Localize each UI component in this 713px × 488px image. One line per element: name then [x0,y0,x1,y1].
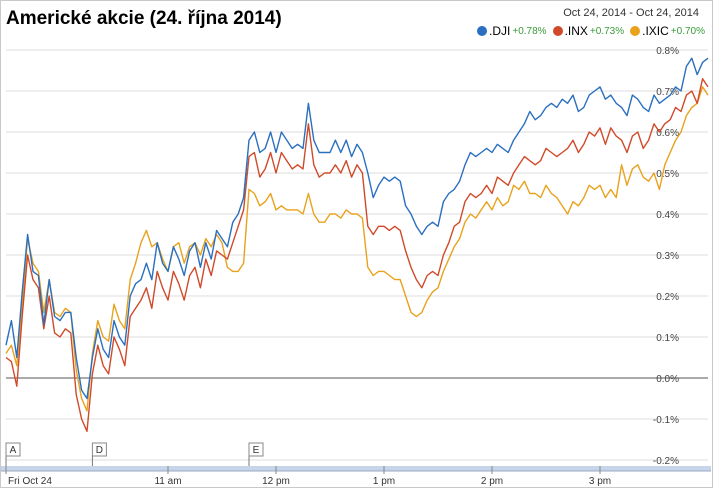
series-line-ixic [5,86,709,412]
legend-name-inx: .INX [564,24,588,38]
y-tick-label: 0.6% [656,128,679,139]
y-tick-label: 0.8% [656,46,679,57]
legend-change-ixic: +0.70% [670,25,705,37]
legend-dot-ixic [630,26,641,36]
series-line-dji [5,57,709,400]
flag-label: A [10,445,17,456]
flag-e [248,442,264,457]
x-tick-label: 11 am [154,476,181,487]
x-tick-label: Fri Oct 24 [8,476,52,487]
flag-label: E [253,445,260,456]
flag-label: D [96,445,103,456]
legend-name-dji: .DJI [489,24,511,38]
flag-a [5,442,21,457]
legend-dot-inx [552,26,563,36]
x-axis-bar [1,466,711,471]
legend-change-dji: +0.78% [512,25,547,37]
y-tick-label: 0.1% [656,333,679,344]
legend-change-inx: +0.73% [589,25,625,37]
series-line-inx [5,77,709,432]
y-tick-label: 0.3% [656,251,679,262]
x-tick-label: 3 pm [589,476,611,487]
legend-item-dji[interactable]: .DJI +0.78% [477,24,547,38]
y-tick-label: 0.0% [656,374,679,385]
x-tick-label: 12 pm [262,476,290,487]
flag-d [91,442,107,457]
legend-item-ixic[interactable]: .IXIC +0.70% [630,24,705,38]
x-tick-label: 1 pm [373,476,395,487]
y-tick-label: -0.1% [653,415,679,426]
y-tick-label: 0.7% [656,87,679,98]
legend-name-ixic: .IXIC [642,24,669,38]
y-tick-label: 0.2% [656,292,679,303]
x-tick-label: 2 pm [481,476,503,487]
chart-title: Americké akcie (24. října 2014) [6,8,282,29]
legend-dot-dji [477,26,488,36]
y-tick-label: 0.5% [656,169,679,180]
legend: .DJI +0.78% .INX +0.73% .IXIC +0.70% [477,24,705,38]
date-range: Oct 24, 2014 - Oct 24, 2014 [563,7,699,19]
y-tick-label: 0.4% [656,210,679,221]
y-tick-label: -0.2% [653,456,679,467]
legend-item-inx[interactable]: .INX +0.73% [552,24,625,38]
